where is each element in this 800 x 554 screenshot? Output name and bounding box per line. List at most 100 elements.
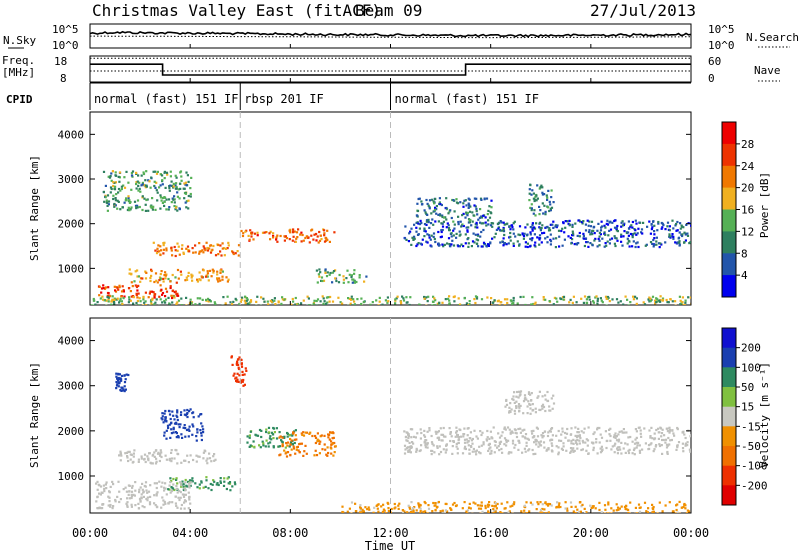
range-cell — [240, 229, 243, 233]
range-cell — [124, 378, 127, 381]
range-cell — [434, 430, 437, 433]
range-cell — [466, 434, 469, 437]
range-cell — [224, 302, 227, 305]
range-cell — [210, 460, 213, 463]
range-cell — [557, 504, 560, 507]
range-cell — [535, 443, 538, 446]
range-cell — [437, 436, 441, 439]
range-cell — [234, 377, 237, 380]
range-cell — [356, 298, 359, 301]
range-cell — [108, 490, 111, 493]
range-cell — [163, 434, 166, 437]
range-cell — [452, 244, 456, 247]
range-cell — [583, 244, 586, 248]
range-cell — [313, 299, 316, 302]
range-cell — [440, 203, 443, 207]
range-cell — [605, 244, 608, 247]
nave-tick-top: 60 — [708, 55, 721, 68]
range-cell — [635, 297, 638, 300]
range-cell — [272, 234, 275, 238]
range-cell — [164, 301, 167, 304]
range-cell — [505, 304, 508, 305]
range-cell — [169, 175, 172, 178]
range-cell — [482, 228, 485, 232]
range-cell — [162, 244, 165, 247]
range-cell — [507, 452, 510, 455]
range-cell — [460, 225, 463, 228]
range-cell — [107, 203, 110, 206]
range-cell — [132, 493, 135, 496]
range-cell — [627, 451, 631, 455]
range-cell — [617, 440, 620, 443]
range-cell — [138, 297, 141, 300]
range-cell — [228, 481, 232, 484]
range-cell — [430, 198, 434, 201]
range-cell — [568, 223, 571, 226]
range-cell — [572, 438, 575, 441]
range-cell — [111, 507, 114, 510]
range-cell — [633, 447, 636, 450]
range-cell — [578, 510, 581, 513]
range-cell — [606, 439, 609, 442]
freq-panel: Freq. [MHz] 18 8 60 0 Nave — [2, 54, 781, 85]
range-cell — [489, 241, 492, 244]
range-cell — [573, 243, 576, 246]
range-cell — [187, 435, 190, 438]
range-cell — [331, 431, 334, 434]
range-cell — [330, 440, 333, 443]
y-tick-label: 4000 — [58, 128, 85, 141]
range-cell — [653, 224, 656, 227]
range-cell — [142, 491, 145, 494]
range-cell — [540, 184, 543, 187]
range-cell — [281, 443, 284, 446]
range-cell — [323, 434, 326, 437]
range-cell — [310, 229, 313, 232]
range-cell — [326, 238, 329, 241]
range-cell — [652, 238, 655, 242]
range-cell — [616, 506, 620, 509]
range-cell — [440, 230, 443, 234]
range-cell — [148, 180, 151, 183]
range-cell — [491, 222, 495, 225]
range-cell — [187, 207, 190, 210]
range-cell — [665, 446, 669, 449]
range-cell — [431, 442, 434, 445]
range-cell — [455, 445, 458, 448]
range-cell — [415, 230, 418, 233]
range-cell — [176, 415, 179, 419]
range-cell — [382, 503, 385, 506]
range-cell — [158, 279, 161, 282]
range-cell — [189, 298, 192, 301]
range-cell — [451, 503, 455, 506]
range-cell — [144, 277, 148, 280]
range-cell — [292, 431, 295, 434]
range-cell — [186, 245, 190, 248]
range-cell — [112, 505, 115, 508]
range-cell — [615, 237, 618, 240]
range-cell — [557, 446, 560, 449]
range-cell — [208, 247, 211, 250]
range-cell — [408, 445, 412, 448]
range-cell — [285, 237, 289, 240]
range-cell — [467, 226, 470, 229]
range-cell — [185, 206, 188, 209]
range-cell — [136, 206, 139, 209]
range-cell — [635, 441, 638, 444]
range-cell — [678, 240, 681, 243]
range-cell — [424, 230, 427, 233]
range-cell — [582, 232, 585, 235]
range-cell — [677, 441, 681, 444]
range-cell — [163, 500, 166, 503]
range-cell — [467, 206, 470, 209]
range-cell — [402, 299, 406, 302]
range-cell — [335, 279, 338, 283]
range-cell — [437, 230, 440, 234]
range-cell — [507, 511, 510, 513]
range-cell — [546, 198, 549, 201]
range-cell — [192, 416, 195, 419]
range-cell — [502, 221, 505, 224]
colorbar-swatch — [722, 387, 736, 408]
range-cell — [526, 233, 529, 236]
range-cell — [160, 506, 163, 509]
range-cell — [538, 205, 541, 208]
